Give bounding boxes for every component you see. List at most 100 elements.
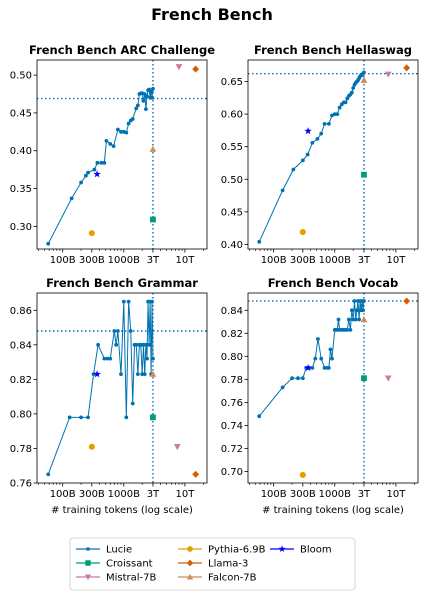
- legend-label: Pythia-6.9B: [208, 545, 266, 556]
- lucie-point: [114, 342, 119, 347]
- lucie-point: [280, 188, 285, 193]
- legend-entry-croissant: Croissant: [76, 559, 153, 570]
- marker-falcon-7b: [360, 316, 368, 323]
- y-tick-label: 0.82: [10, 375, 32, 386]
- x-axis-label: # training tokens (log scale): [51, 505, 193, 516]
- lucie-point: [128, 329, 133, 333]
- y-tick-label: 0.74: [221, 421, 243, 432]
- lucie-point: [102, 160, 107, 165]
- marker-llama-3: [403, 64, 411, 72]
- lucie-point: [343, 100, 348, 105]
- lucie-point: [86, 170, 90, 175]
- y-tick-label: 0.72: [221, 444, 243, 455]
- lucie-point: [124, 130, 129, 135]
- lucie-point: [361, 308, 365, 313]
- lucie-point: [328, 347, 333, 352]
- x-tick-label: 3T: [147, 489, 160, 500]
- y-tick-label: 0.45: [10, 108, 32, 119]
- x-tick-label: 300B: [290, 489, 316, 500]
- lucie-point: [335, 112, 340, 116]
- legend-marker-falcon-7b: [186, 573, 194, 580]
- lucie-point: [330, 356, 334, 361]
- panel-hellaswag: French Bench Hellaswag 0.40 0.45 0.50 0.55 0.…: [221, 43, 419, 266]
- x-tick-label: 100B: [50, 255, 76, 266]
- x-axis-label: # training tokens (log scale): [262, 505, 404, 516]
- x-tick-label: 300B: [79, 489, 105, 500]
- lucie-point: [108, 142, 113, 146]
- y-tick-label: 0.50: [221, 175, 243, 186]
- marker-llama-3: [192, 470, 200, 478]
- y-tick-label: 0.80: [221, 352, 243, 363]
- marker-llama-3: [192, 65, 200, 73]
- lucie-point: [119, 129, 123, 134]
- lucie-point: [134, 106, 139, 111]
- x-tick-label: 100B: [261, 489, 287, 500]
- y-tick-label: 0.82: [221, 329, 243, 340]
- lucie-point: [151, 356, 155, 361]
- lucie-point: [336, 317, 341, 322]
- lucie-point: [280, 385, 285, 390]
- lucie-point: [130, 117, 135, 121]
- x-tick-label: 10T: [386, 489, 406, 500]
- lucie-point: [349, 90, 354, 95]
- marker-falcon-7b: [149, 370, 157, 377]
- lucie-point: [346, 317, 351, 322]
- lucie-point: [322, 365, 327, 370]
- lucie-point: [145, 94, 149, 99]
- marker-bloom: [304, 127, 312, 135]
- lucie-point: [145, 356, 149, 361]
- marker-croissant: [361, 375, 367, 382]
- x-tick-label: 10T: [175, 255, 195, 266]
- lucie-point: [79, 180, 83, 185]
- marker-pythia-6-9b: [88, 443, 95, 450]
- legend-marker-llama-3: [186, 559, 194, 567]
- legend-entry-pythia-6-9b: Pythia-6.9B: [178, 545, 266, 556]
- lucie-point: [105, 356, 110, 361]
- lucie-point: [313, 356, 318, 361]
- legend-label: Lucie: [106, 545, 132, 556]
- y-tick-label: 0.84: [10, 340, 32, 351]
- lucie-point: [46, 472, 51, 477]
- panel-title: French Bench Vocab: [268, 276, 399, 290]
- lucie-point: [134, 342, 139, 347]
- lucie-point: [319, 356, 324, 361]
- legend-marker-lucie: [86, 547, 90, 551]
- y-tick-label: 0.30: [10, 222, 32, 233]
- marker-falcon-7b: [360, 76, 368, 83]
- lucie-point: [126, 121, 131, 126]
- lucie-point: [352, 299, 357, 303]
- lucie-point: [362, 299, 366, 303]
- axes-frame: [36, 59, 208, 250]
- axes-frame: [247, 292, 419, 484]
- panel-vocab: French Bench Vocab 0.70 0.72 0.74 0.76 0.78 0.…: [221, 276, 419, 516]
- lucie-point: [104, 138, 109, 143]
- x-tick-label: 100B: [261, 255, 287, 266]
- lucie-point: [300, 376, 305, 381]
- lucie-point: [111, 144, 116, 149]
- lucie-point: [84, 173, 88, 178]
- lucie-point: [135, 372, 140, 377]
- y-tick-label: 0.76: [10, 479, 32, 490]
- y-tick-label: 0.55: [221, 142, 243, 153]
- marker-llama-3: [403, 297, 411, 305]
- lucie-point: [315, 136, 320, 141]
- lucie-point: [345, 327, 350, 332]
- y-tick-label: 0.50: [10, 71, 32, 82]
- panel-arc-challenge: French Bench ARC Challenge 0.30 0.35 0.40 0.…: [10, 43, 215, 266]
- lucie-point: [115, 127, 120, 132]
- lucie-point: [67, 415, 72, 420]
- lucie-point: [326, 365, 331, 370]
- marker-pythia-6-9b: [88, 230, 95, 237]
- lucie-point: [143, 342, 148, 347]
- lucie-point: [150, 299, 154, 304]
- figure-title: French Bench: [151, 5, 273, 24]
- series-line-lucie: [47, 301, 154, 475]
- marker-pythia-6-9b: [299, 228, 306, 236]
- panel-title: French Bench Hellaswag: [254, 43, 412, 57]
- y-tick-label: 0.78: [221, 375, 243, 386]
- x-tick-label: 10T: [175, 489, 195, 500]
- lucie-point: [150, 95, 154, 100]
- y-tick-label: 0.40: [221, 240, 243, 251]
- x-tick-label: 3T: [358, 489, 371, 500]
